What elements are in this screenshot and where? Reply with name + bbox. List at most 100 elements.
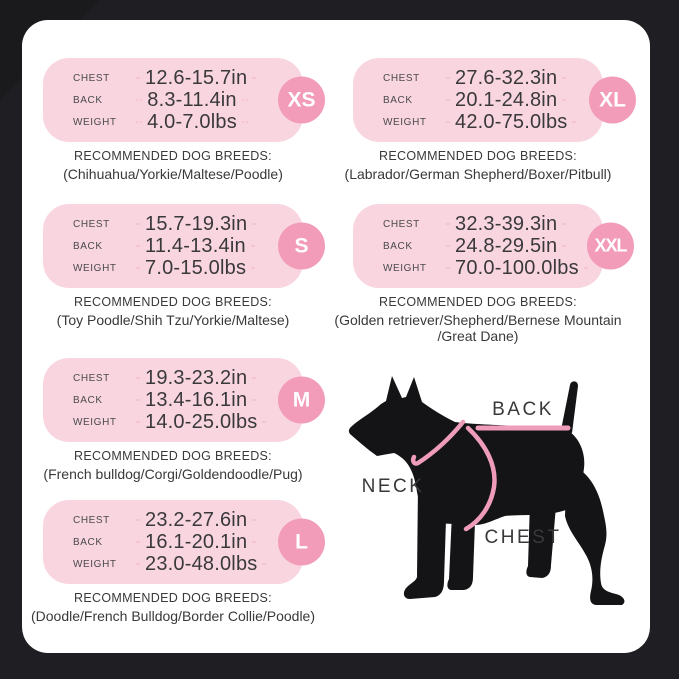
weight-value: 14.0-25.0lbs	[145, 410, 258, 433]
size-badge-m: M	[278, 376, 325, 424]
leader-dots	[562, 223, 567, 225]
dog-silhouette	[348, 376, 625, 605]
leader-dots	[446, 121, 450, 123]
weight-label: WEIGHT	[73, 116, 117, 128]
back-row: BACK 8.3-11.4in	[73, 89, 253, 111]
leader-dots	[136, 541, 140, 543]
back-label: BACK	[383, 94, 413, 106]
dog-diagram-svg	[348, 376, 625, 605]
back-row: BACK 16.1-20.1in	[73, 531, 257, 553]
back-value: 11.4-13.4in	[145, 234, 246, 257]
chest-value: 15.7-19.3in	[145, 212, 248, 235]
weight-label: WEIGHT	[383, 262, 427, 274]
leader-dots	[583, 267, 588, 269]
size-block-l: CHEST 23.2-27.6in BACK 16.1-20.1in WEIGH…	[31, 500, 325, 624]
weight-row: WEIGHT 70.0-100.0lbs	[383, 257, 588, 279]
size-block-xxl: CHEST 32.3-39.3in BACK 24.8-29.5in WEIGH…	[334, 204, 634, 344]
leader-dots	[446, 99, 450, 101]
dog-rear-leg-far	[526, 501, 556, 578]
leader-dots	[446, 267, 450, 269]
leader-dots	[572, 121, 577, 123]
weight-row: WEIGHT 23.0-48.0lbs	[73, 553, 267, 575]
weight-row: WEIGHT 14.0-25.0lbs	[73, 411, 267, 433]
back-value: 13.4-16.1in	[145, 388, 248, 411]
leader-dots	[252, 223, 257, 225]
chest-row: CHEST 12.6-15.7in	[73, 67, 257, 89]
chest-row: CHEST 32.3-39.3in	[383, 212, 567, 235]
weight-label: WEIGHT	[383, 116, 427, 128]
leader-dots	[136, 519, 140, 521]
size-card-l: CHEST 23.2-27.6in BACK 16.1-20.1in WEIGH…	[43, 500, 325, 584]
breeds-caption: RECOMMENDED DOG BREEDS: (Labrador/German…	[318, 149, 638, 182]
leader-dots	[562, 99, 567, 101]
chest-label: CHEST	[73, 218, 110, 230]
chest-label: CHEST	[73, 372, 110, 384]
breeds-list: (Chihuahua/Yorkie/Maltese/Poodle)	[63, 166, 283, 182]
leader-dots	[136, 77, 140, 79]
size-card-m: CHEST 19.3-23.2in BACK 13.4-16.1in WEIGH…	[43, 358, 325, 442]
back-label: BACK	[73, 394, 103, 406]
dog-measurement-diagram: BACK NECK CHEST	[347, 373, 647, 613]
chart-panel: CHEST 12.6-15.7in BACK 8.3-11.4in WEIGHT…	[22, 20, 650, 653]
chest-value: 27.6-32.3in	[455, 66, 558, 89]
size-block-xl: CHEST 27.6-32.3in BACK 20.1-24.8in WEIGH…	[345, 58, 636, 182]
chest-row: CHEST 23.2-27.6in	[73, 508, 257, 531]
leader-dots	[446, 245, 450, 247]
dog-rear-leg	[565, 463, 625, 605]
size-block-xs: CHEST 12.6-15.7in BACK 8.3-11.4in WEIGHT…	[43, 58, 325, 182]
size-card-s: CHEST 15.7-19.3in BACK 11.4-13.4in WEIGH…	[43, 204, 325, 288]
weight-value: 42.0-75.0lbs	[455, 110, 568, 133]
leader-dots	[252, 399, 257, 401]
back-value: 20.1-24.8in	[455, 88, 558, 111]
leader-dots	[136, 223, 140, 225]
leader-dots	[562, 77, 567, 79]
leader-dots	[250, 245, 255, 247]
leader-dots	[136, 267, 140, 269]
leader-dots	[136, 121, 143, 123]
back-label: BACK	[383, 240, 413, 252]
size-card-xs: CHEST 12.6-15.7in BACK 8.3-11.4in WEIGHT…	[43, 58, 325, 142]
breeds-title: RECOMMENDED DOG BREEDS:	[74, 449, 272, 463]
dog-tail	[561, 381, 578, 433]
weight-row: WEIGHT 7.0-15.0lbs	[73, 256, 256, 279]
chest-measure-label: CHEST	[484, 527, 562, 548]
breeds-list: (Labrador/German Shepherd/Boxer/Pitbull)	[344, 166, 612, 182]
harness-lines	[410, 419, 571, 532]
chest-value: 32.3-39.3in	[455, 212, 558, 235]
breeds-title: RECOMMENDED DOG BREEDS:	[74, 591, 272, 605]
leader-dots	[262, 421, 267, 423]
weight-label: WEIGHT	[73, 416, 117, 428]
back-row: BACK 20.1-24.8in	[383, 88, 567, 111]
chest-value: 19.3-23.2in	[145, 366, 248, 389]
leader-dots	[252, 77, 257, 79]
back-value: 8.3-11.4in	[147, 88, 237, 111]
leader-dots	[446, 223, 450, 225]
leader-dots	[136, 421, 140, 423]
weight-label: WEIGHT	[73, 558, 117, 570]
chest-row: CHEST 19.3-23.2in	[73, 366, 257, 389]
back-row: BACK 24.8-29.5in	[383, 235, 567, 257]
breeds-list: (Golden retriever/Shepherd/Bernese Mount…	[334, 312, 622, 328]
back-label: BACK	[73, 94, 103, 106]
neck-strap-line	[410, 419, 466, 466]
dog-body	[348, 376, 585, 525]
chest-value: 23.2-27.6in	[145, 508, 248, 531]
breeds-caption: RECOMMENDED DOG BREEDS: (French bulldog/…	[13, 449, 333, 482]
breeds-title: RECOMMENDED DOG BREEDS:	[379, 149, 577, 163]
back-measure-label: BACK	[492, 399, 554, 420]
size-card-xxl: CHEST 32.3-39.3in BACK 24.8-29.5in WEIGH…	[353, 204, 634, 288]
leader-dots	[262, 563, 267, 565]
breeds-list: (French bulldog/Corgi/Goldendoodle/Pug)	[43, 466, 303, 482]
leader-dots	[446, 77, 450, 79]
weight-value: 7.0-15.0lbs	[145, 256, 247, 279]
leader-dots	[136, 563, 140, 565]
weight-row: WEIGHT 42.0-75.0lbs	[383, 111, 577, 133]
size-badge-l: L	[278, 518, 325, 566]
size-block-s: CHEST 15.7-19.3in BACK 11.4-13.4in WEIGH…	[43, 204, 325, 328]
breeds-list: (Toy Poodle/Shih Tzu/Yorkie/Maltese)	[56, 312, 290, 328]
size-badge-xxl: XXL	[587, 222, 634, 270]
breeds-title: RECOMMENDED DOG BREEDS:	[74, 295, 272, 309]
weight-value: 4.0-7.0lbs	[147, 110, 237, 133]
back-row: BACK 13.4-16.1in	[73, 388, 257, 411]
